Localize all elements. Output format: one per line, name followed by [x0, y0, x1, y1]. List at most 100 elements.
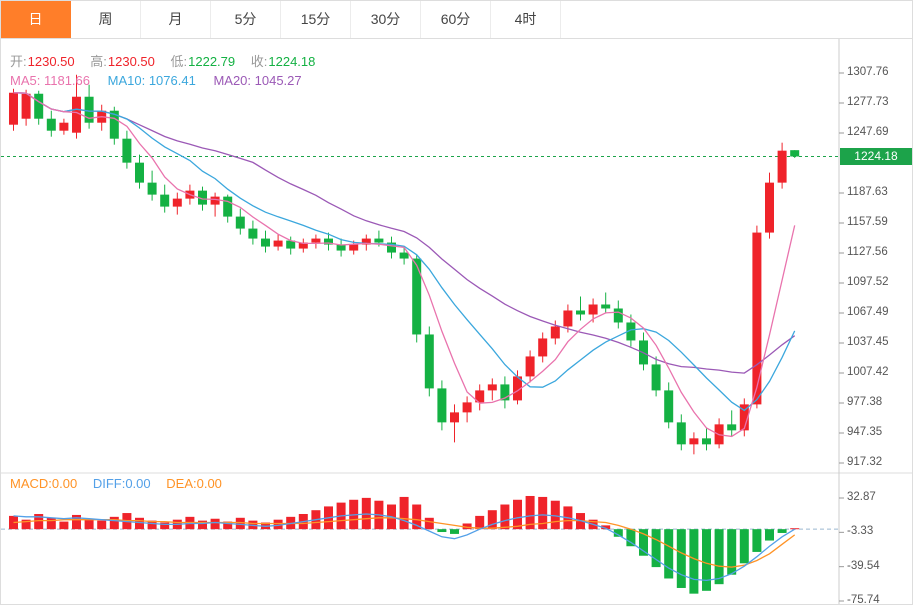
macd-bar [613, 529, 623, 537]
high-value: 1230.50 [107, 54, 155, 69]
candle-body [563, 310, 573, 327]
candle-body [261, 238, 270, 247]
tab-4hour[interactable]: 4时 [491, 1, 561, 38]
macd-tick-label: 32.87 [847, 491, 876, 503]
macd-histogram-layer [9, 495, 800, 594]
macd-bar [437, 529, 447, 533]
candle-body [273, 240, 283, 247]
macd-info-row: MACD:0.00 DIFF:0.00 DEA:0.00 [10, 476, 234, 491]
candle-body [777, 150, 787, 183]
candle-body [109, 110, 119, 139]
macd-bar [752, 529, 762, 552]
price-tick-label: 1187.63 [847, 185, 888, 198]
candle-body [59, 122, 69, 131]
open-value: 1230.50 [27, 54, 75, 69]
tab-week[interactable]: 周 [71, 1, 141, 38]
close-label: 收: [250, 54, 268, 69]
ma10-line [13, 92, 796, 412]
macd-bar [513, 499, 522, 530]
macd-bar [689, 529, 699, 594]
low-label: 低: [170, 54, 188, 69]
macd-bar [777, 529, 787, 533]
candle-body [601, 304, 611, 309]
close-value: 1224.18 [268, 54, 316, 69]
candles-layer [9, 74, 800, 455]
candle-body [46, 118, 56, 131]
candle-body [374, 238, 384, 243]
macd-tick-label: -3.33 [847, 525, 874, 538]
macd-bar [424, 517, 434, 530]
macd-tick-label: -75.74 [847, 594, 880, 605]
macd-bar [639, 529, 648, 556]
macd-bar [651, 529, 661, 568]
macd-bar [21, 519, 31, 530]
candle-body [765, 182, 774, 233]
candle-body [613, 308, 623, 323]
candle-body [626, 322, 636, 341]
candle-body [412, 258, 422, 335]
macd-legend: MACD:0.00 [10, 476, 78, 491]
candle-body [72, 96, 81, 133]
price-tick-label: 1127.56 [847, 245, 888, 258]
macd-tick-label: -39.54 [847, 559, 880, 572]
high-label: 高: [90, 54, 107, 69]
macd-bar [59, 521, 69, 530]
candle-body [361, 238, 371, 245]
macd-bar [500, 504, 510, 530]
macd-bar [135, 517, 144, 530]
candle-body [664, 390, 674, 423]
candle-body [462, 402, 472, 413]
ma-info-row: MA5: 1181.66 MA10: 1076.41 MA20: 1045.27 [10, 73, 302, 88]
tab-5min[interactable]: 5分 [211, 1, 281, 38]
macd-bar [235, 517, 245, 530]
candle-body [500, 384, 510, 401]
macd-bar [714, 529, 724, 585]
candle-body [223, 196, 233, 217]
tab-30min[interactable]: 30分 [351, 1, 421, 38]
macd-bar [450, 529, 459, 534]
candle-body [702, 438, 711, 445]
candle-body [324, 238, 333, 245]
period-tabbar: 日周月 5分 15分 30分 60分 4时 [1, 1, 912, 39]
candle-body [752, 232, 762, 405]
candle-body [739, 404, 749, 431]
ma5-line [13, 92, 796, 438]
candle-body [286, 240, 296, 249]
ma5-legend: MA5: 1181.66 [10, 73, 90, 88]
price-tick-label: 1307.76 [847, 66, 889, 78]
candle-body [387, 242, 396, 253]
candle-body [172, 198, 182, 207]
candle-body [160, 194, 170, 207]
macd-bar [147, 520, 157, 530]
macd-bar [601, 525, 611, 530]
low-value: 1222.79 [188, 54, 236, 69]
macd-bar [727, 529, 737, 575]
tab-15min[interactable]: 15分 [281, 1, 351, 38]
candle-body [651, 364, 661, 391]
candle-body [689, 438, 699, 445]
tab-month[interactable]: 月 [141, 1, 211, 38]
price-tick-label: 1277.73 [847, 95, 889, 108]
candle-body [84, 96, 94, 123]
ohlc-info-row: 开:1230.50 高:1230.50 低:1222.79 收:1224.18 [10, 51, 327, 70]
candle-body [336, 244, 346, 251]
macd-bar [97, 520, 107, 530]
ma10-legend: MA10: 1076.41 [107, 73, 196, 88]
candle-body [198, 190, 207, 205]
tab-day[interactable]: 日 [1, 1, 71, 38]
ma20-line [13, 92, 796, 374]
candle-body [437, 388, 447, 423]
tab-60min[interactable]: 60分 [421, 1, 491, 38]
candle-body [122, 138, 132, 163]
price-tick-label: 947.35 [847, 426, 883, 438]
open-label: 开: [10, 54, 27, 69]
candle-body [450, 412, 459, 423]
candle-body [135, 162, 144, 183]
candle-body [424, 334, 434, 389]
diff-legend: DIFF:0.00 [92, 476, 151, 491]
macd-bar [9, 515, 18, 530]
price-tick-label: 1007.42 [847, 366, 889, 378]
macd-bar [223, 521, 233, 530]
